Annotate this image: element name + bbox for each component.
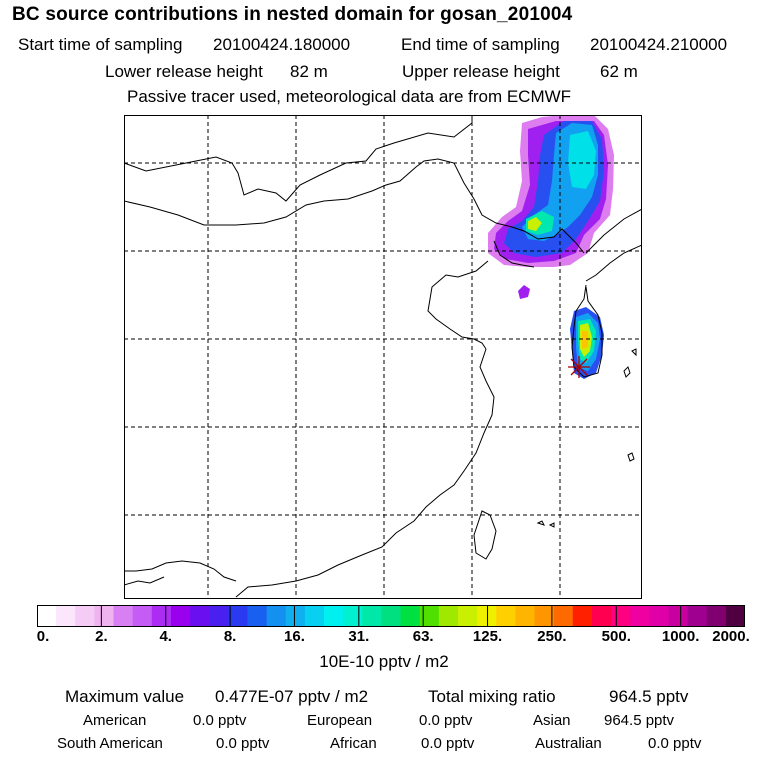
colorbar-cell [132,605,153,627]
colorbar [37,605,745,627]
upper-height-value: 62 m [600,62,638,81]
start-time-label: Start time of sampling [18,35,183,54]
colorbar-cell [591,605,612,627]
colorbar-cell [553,605,574,627]
colorbar-cell [343,605,363,627]
colorbar-cell [496,605,516,627]
lower-height-label: Lower release height [105,62,263,81]
colorbar-cell [649,605,670,627]
upper-height-label: Upper release height [402,62,560,81]
colorbar-cell [190,605,210,627]
australian-value: 0.0 pptv [648,735,702,752]
max-value: 0.477E-07 pptv / m2 [215,687,369,706]
south-american-value: 0.0 pptv [216,735,270,752]
colorbar-cell [534,605,555,627]
colorbar-cell [266,605,287,627]
colorbar-cell [419,605,440,627]
colorbar-cell [113,605,134,627]
colorbar-tick-label: 2. [95,628,108,645]
colorbar-cell [75,605,96,627]
colorbar-cell [725,605,745,627]
colorbar-cell [706,605,727,627]
colorbar-tick-label: 250. [537,628,567,645]
colorbar-cell [324,605,344,627]
colorbar-cell [37,605,57,627]
coastlines [124,115,642,598]
concentration-plume [488,115,614,379]
max-value-label: Maximum value [65,687,185,706]
colorbar-tick-label: 4. [159,628,172,645]
colorbar-cell [687,605,708,627]
colorbar-cell [94,605,115,627]
colorbar-tick-label: 125. [472,628,503,645]
colorbar-cell [438,605,459,627]
colorbar-tick-label: 500. [601,628,631,645]
lower-height-value: 82 m [290,62,328,81]
colorbar-tick-label: 8. [223,628,237,645]
colorbar-cell [304,605,325,627]
colorbar-cell [228,605,249,627]
african-label: African [330,735,377,752]
tracer-note: Passive tracer used, meteorological data… [127,87,572,106]
european-label: European [307,712,373,729]
colorbar-cell [630,605,650,627]
colorbar-tick-label: 31. [348,628,370,645]
receptor-star-icon [568,356,590,378]
african-value: 0.0 pptv [421,735,475,752]
colorbar-tick-label: 63. [412,628,434,645]
total-mixing-label: Total mixing ratio [428,687,556,706]
south-american-label: South American [57,735,163,752]
lat-lon-grid [124,115,642,599]
colorbar-tick-label: 0. [36,628,50,645]
european-value: 0.0 pptv [419,712,473,729]
colorbar-cell [400,605,421,627]
map-frame [124,115,642,599]
footprint-map [124,115,642,599]
colorbar-cell [247,605,268,627]
australian-label: Australian [535,735,602,752]
american-label: American [83,712,147,729]
total-mixing-value: 964.5 pptv [609,687,689,706]
colorbar-cell [56,605,76,627]
start-time-value: 20100424.180000 [213,35,351,54]
colorbar-cell [285,605,306,627]
colorbar-cell [477,605,497,627]
colorbar-cell [611,605,631,627]
end-time-label: End time of sampling [401,35,560,54]
colorbar-cell [668,605,689,627]
colorbar-cell [151,605,172,627]
end-time-value: 20100424.210000 [590,35,728,54]
american-value: 0.0 pptv [193,712,247,729]
asian-value: 964.5 pptv [604,712,675,729]
colorbar-cell [381,605,402,627]
colorbar-unit: 10E-10 pptv / m2 [319,652,449,671]
colorbar-cell [515,605,536,627]
plot-title: BC source contributions in nested domain… [12,4,573,25]
colorbar-tick-label: 2000. [712,628,750,645]
colorbar-tick-label: 1000. [661,628,700,645]
colorbar-cell [362,605,383,627]
colorbar-cell [457,605,478,627]
colorbar-tick-label: 16. [284,628,305,645]
asian-label: Asian [533,712,571,729]
colorbar-cell [209,605,229,627]
colorbar-cell [572,605,593,627]
colorbar-cell [170,605,191,627]
